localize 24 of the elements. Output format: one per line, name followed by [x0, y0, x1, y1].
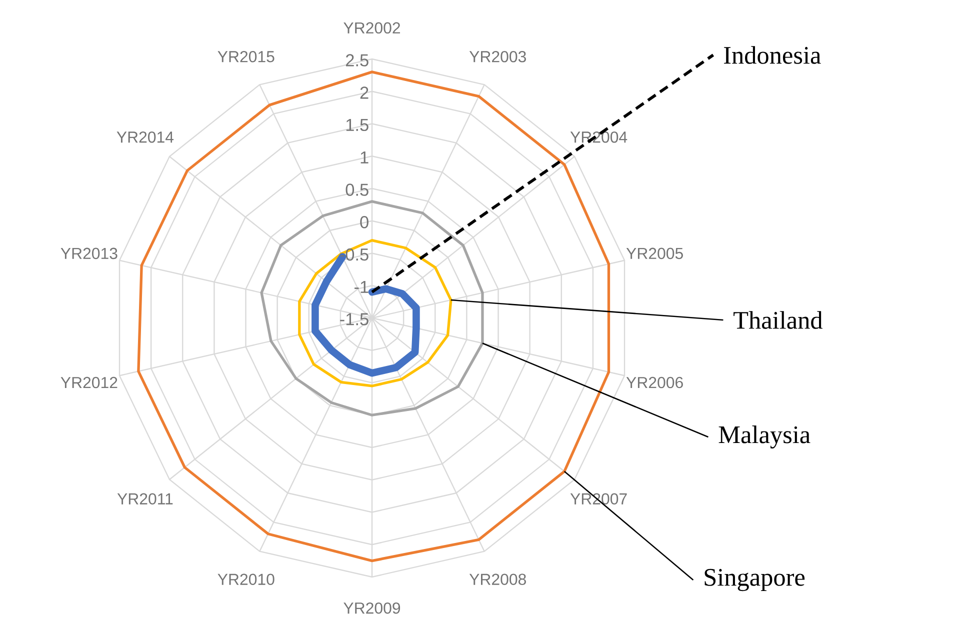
- spoke-label: YR2008: [469, 574, 526, 585]
- spoke-label: YR2015: [218, 51, 274, 62]
- y-tick-label: 0.5: [346, 184, 368, 196]
- spoke-label: YR2009: [344, 602, 400, 614]
- spoke-label: YR2010: [218, 574, 274, 585]
- y-tick-label: 2: [360, 86, 368, 99]
- spoke-label: YR2014: [116, 131, 174, 143]
- spoke-label: YR2013: [60, 248, 118, 260]
- y-tick-label: 0: [360, 216, 368, 228]
- y-tick-label: 1: [360, 151, 368, 164]
- spoke-label: YR2003: [469, 51, 526, 62]
- y-tick-label: 2.5: [346, 54, 368, 66]
- y-tick-label: 1.5: [346, 119, 368, 132]
- text: Thailand: [734, 311, 822, 329]
- spoke-label: YR2011: [117, 493, 173, 504]
- spoke-label: YR2012: [60, 376, 118, 388]
- text: Malaysia: [718, 426, 810, 448]
- spoke-label: YR2006: [626, 376, 683, 388]
- y-tick-label: -1.5: [340, 313, 368, 326]
- text: Singapore: [704, 568, 805, 592]
- y-tick-label: -1: [354, 280, 368, 293]
- spoke-label: YR2002: [344, 22, 400, 34]
- spoke-label: YR2005: [626, 248, 683, 260]
- text: Indonesia: [724, 46, 821, 64]
